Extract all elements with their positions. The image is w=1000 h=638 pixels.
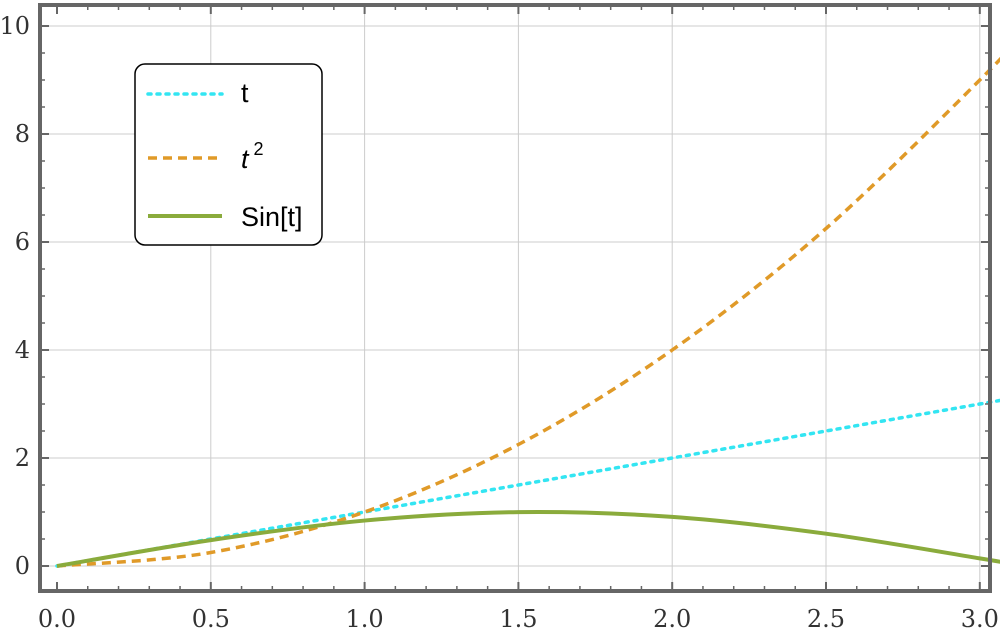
plot-frame <box>38 3 992 593</box>
legend-label-t: t <box>241 78 249 108</box>
x-tick-labels: 0.0 0.5 1.0 1.5 2.0 2.5 3.0 <box>38 605 999 633</box>
y-tick-label: 8 <box>15 120 30 148</box>
y-tick-label: 2 <box>15 444 30 472</box>
legend: t t 2 Sin[t] <box>134 63 323 246</box>
tick-marks <box>40 5 990 591</box>
x-tick-label: 1.0 <box>346 605 384 633</box>
legend-label-sin: Sin[t] <box>241 202 303 232</box>
x-tick-label: 0.0 <box>38 605 76 633</box>
y-tick-labels: 0 2 4 6 8 10 <box>0 12 30 580</box>
y-tick-label: 4 <box>15 336 30 364</box>
series-line-t-squared <box>56 56 1000 568</box>
legend-box <box>134 63 323 246</box>
x-tick-label: 2.5 <box>807 605 845 633</box>
series-layer <box>55 56 1000 568</box>
y-tick-label: 0 <box>15 552 30 580</box>
legend-label-t-squared-base: t <box>241 144 250 174</box>
series-line-sin <box>56 510 1000 568</box>
x-tick-label: 2.0 <box>653 605 691 633</box>
y-tick-label: 10 <box>0 12 30 40</box>
x-tick-label: 0.5 <box>192 605 230 633</box>
y-tick-label: 6 <box>15 228 30 256</box>
x-tick-label: 1.5 <box>499 605 537 633</box>
x-tick-label: 3.0 <box>961 605 999 633</box>
legend-label-t-squared: t 2 <box>241 139 264 174</box>
legend-label-t-squared-exponent: 2 <box>254 139 264 159</box>
